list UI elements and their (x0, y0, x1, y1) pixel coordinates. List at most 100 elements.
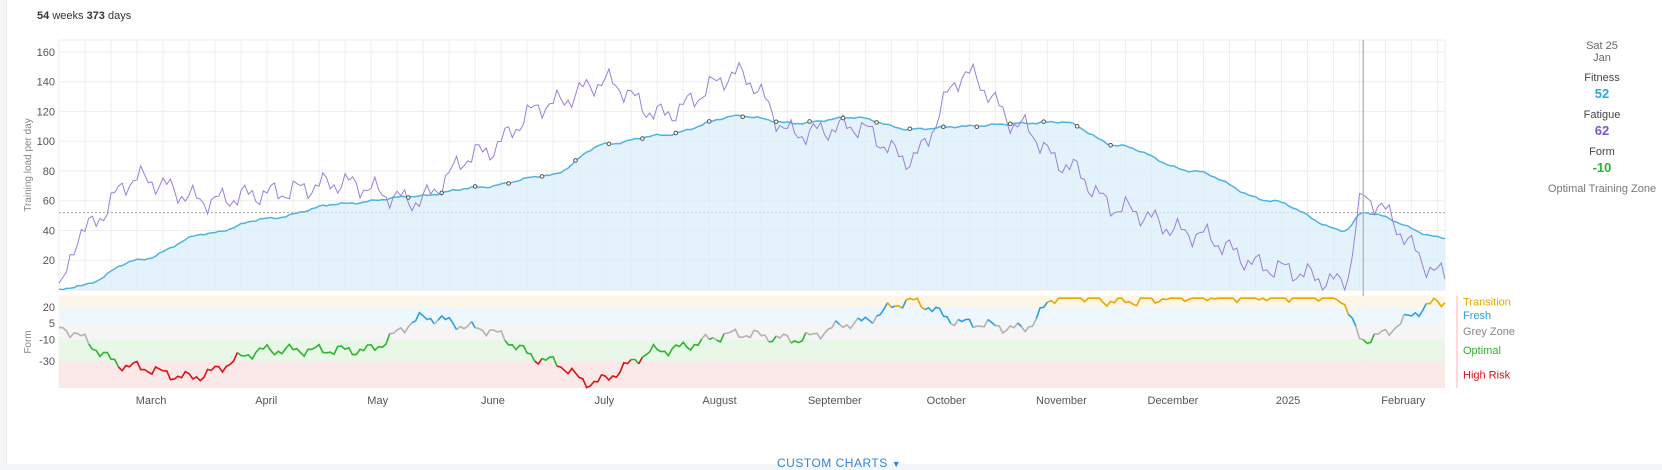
form-series-segment (716, 333, 725, 343)
activity-marker (740, 114, 746, 120)
activity-marker (640, 136, 645, 141)
fitness-label: Fitness (1584, 72, 1620, 84)
activity-marker (1007, 121, 1013, 127)
days-unit: days (107, 10, 132, 22)
form-series-segment (1017, 322, 1022, 328)
activity-marker (1074, 123, 1080, 129)
x-tick-label: October (927, 395, 966, 407)
y-tick-label: 100 (37, 136, 55, 148)
form-series-segment (775, 333, 792, 344)
custom-charts-label: CUSTOM CHARTS (777, 456, 888, 470)
form-y-tick-label: -30 (39, 356, 55, 368)
activity-marker (1041, 119, 1046, 124)
form-series-segment (701, 333, 710, 340)
form-series-segment (872, 315, 878, 324)
weeks-count: 54 (37, 10, 50, 22)
form-series-segment (1035, 301, 1049, 320)
training-load-card: 54 weeks 373 days 20 40 60 80 100 120 140 160 Tr… (6, 0, 1662, 470)
fatigue-value: 62 (1594, 123, 1610, 138)
y-tick-label: 140 (37, 77, 55, 89)
form-y-tick-label: -10 (39, 334, 55, 346)
form-series-segment (631, 358, 640, 365)
custom-charts-button[interactable]: CUSTOM CHARTS ▼ (777, 456, 901, 470)
activity-marker (573, 158, 578, 163)
form-series-segment (950, 319, 959, 327)
x-tick-label: September (808, 395, 862, 407)
activity-marker (539, 174, 545, 179)
form-zone-label: Fresh (1463, 310, 1491, 322)
form-zone-band (59, 323, 1445, 340)
form-series-segment (905, 297, 926, 311)
form-series-segment (556, 358, 632, 389)
readout-date-month: Jan (1593, 52, 1611, 64)
form-series-segment (637, 356, 644, 365)
form-series-segment (456, 320, 473, 331)
chevron-down-icon: ▼ (891, 459, 902, 469)
form-series-segment (504, 339, 536, 362)
form-value: -10 (1592, 160, 1612, 175)
form-zone-label: High Risk (1463, 369, 1511, 381)
form-series-segment (1347, 313, 1357, 327)
form-series-segment (1374, 314, 1405, 337)
form-series-segment (768, 335, 777, 343)
activity-marker (807, 119, 812, 124)
form-zone-band (59, 339, 1445, 361)
form-axis-title: Form (23, 330, 34, 353)
y-tick-label: 120 (37, 106, 55, 118)
activity-marker (974, 124, 980, 130)
form-series-segment (924, 306, 952, 324)
y-tick-label: 160 (37, 47, 55, 59)
form-series-segment (805, 320, 837, 341)
y-tick-label: 40 (43, 225, 55, 237)
activity-marker (472, 184, 478, 189)
activity-marker (1108, 142, 1113, 148)
form-zone-label: Transition (1463, 296, 1511, 308)
y-axis-title: Training load per day (23, 118, 34, 212)
form-series-segment (1355, 325, 1364, 341)
form-series-segment (470, 321, 476, 329)
form-series-segment (901, 299, 907, 309)
form-series-segment (712, 337, 718, 341)
form-series-segment (475, 327, 506, 341)
form-series-segment (790, 332, 807, 344)
form-series-segment (88, 343, 120, 368)
form-series-segment (838, 317, 859, 330)
fitness-chart[interactable]: 20 40 60 80 100 120 140 160 Training load per da… (7, 0, 1662, 464)
form-series-segment (708, 336, 714, 341)
y-tick-label: 60 (43, 196, 55, 208)
fatigue-label: Fatigue (1583, 109, 1621, 121)
form-zone-band (59, 296, 1445, 307)
form-y-tick-label: 20 (43, 302, 55, 314)
activity-marker (405, 195, 411, 200)
activity-marker (907, 126, 913, 132)
form-series-segment (117, 352, 239, 382)
weeks-unit: weeks (52, 10, 84, 22)
form-series-segment (995, 322, 1019, 335)
x-tick-label: March (136, 395, 167, 407)
form-zone-band (59, 306, 1445, 324)
form-y-tick-label: 5 (49, 318, 55, 330)
days-count: 373 (86, 10, 105, 22)
period-summary: 54 weeks 373 days (37, 10, 131, 22)
activity-marker (706, 119, 712, 124)
form-series-segment (876, 302, 889, 317)
x-tick-label: April (255, 395, 277, 407)
form-series-segment (541, 355, 558, 367)
x-tick-label: May (367, 395, 388, 407)
fatigue-series-line (58, 61, 1446, 292)
activity-marker (773, 119, 779, 125)
x-tick-label: June (481, 395, 505, 407)
form-series-segment (895, 305, 903, 309)
form-series-segment (433, 319, 439, 325)
form-series-segment (1426, 297, 1446, 308)
fitness-value: 52 (1594, 86, 1610, 101)
form-series-segment (236, 333, 391, 361)
form-series-segment (857, 316, 874, 325)
hover-readout: Sat 25 Jan Fitness 52 Fatigue 62 Form -1… (1537, 40, 1662, 195)
form-zone-band (59, 360, 1445, 388)
form-series-segment (411, 311, 435, 325)
x-tick-label: December (1148, 395, 1199, 407)
form-series-segment (1403, 303, 1428, 318)
form-series-segment (641, 338, 703, 358)
readout-date-day: Sat 25 (1586, 40, 1618, 52)
